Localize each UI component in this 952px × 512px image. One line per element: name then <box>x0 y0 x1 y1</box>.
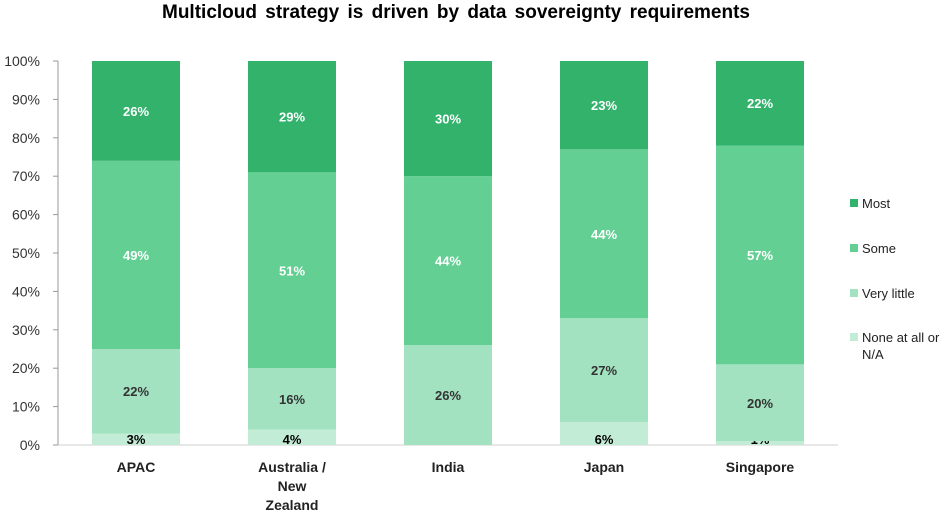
data-label: 16% <box>279 392 305 407</box>
legend-swatch <box>850 333 858 341</box>
data-label: 57% <box>747 248 773 263</box>
data-label: 23% <box>591 98 617 113</box>
y-tick-label: 40% <box>12 283 40 299</box>
bar-segment <box>404 61 492 177</box>
legend-label: Some <box>862 241 896 256</box>
category-label: Singapore <box>726 459 795 475</box>
data-label: 27% <box>591 363 617 378</box>
bar-segment <box>248 368 336 430</box>
bar-segment <box>404 176 492 346</box>
category-label: Japan <box>584 459 624 475</box>
data-label: 44% <box>591 227 617 242</box>
data-label: 3% <box>127 432 146 447</box>
bar-segment <box>716 61 804 146</box>
bar-segment <box>92 61 180 161</box>
y-tick-label: 100% <box>4 53 40 69</box>
y-tick-label: 80% <box>12 130 40 146</box>
chart-title: Multicloud strategy is driven by data so… <box>162 2 750 23</box>
data-label: 49% <box>123 248 149 263</box>
legend-swatch <box>850 199 858 207</box>
category-label: APAC <box>117 459 156 475</box>
bar-segment <box>248 61 336 173</box>
bar-segment <box>248 429 336 445</box>
legend-label: Most <box>862 196 891 211</box>
data-label: 26% <box>435 388 461 403</box>
legend-label: Very little <box>862 286 915 301</box>
data-label: 6% <box>595 432 614 447</box>
data-label: 20% <box>747 396 773 411</box>
bar-segment <box>404 345 492 445</box>
y-tick-label: 90% <box>12 91 40 107</box>
bar-segment <box>560 318 648 422</box>
legend-swatch <box>850 244 858 252</box>
y-tick-label: 30% <box>12 322 40 338</box>
bar-segment <box>560 149 648 319</box>
legend-swatch <box>850 289 858 297</box>
data-label: 4% <box>283 432 302 447</box>
category-label: India <box>432 459 465 475</box>
data-label: 44% <box>435 254 461 269</box>
bar-segment <box>716 441 804 445</box>
bar-segment <box>560 61 648 150</box>
bar-segment <box>560 421 648 445</box>
data-label: 51% <box>279 263 305 278</box>
bar-segment <box>248 172 336 369</box>
category-label: Australia / New Zealand <box>258 459 326 512</box>
y-tick-label: 50% <box>12 245 40 261</box>
y-tick-label: 60% <box>12 207 40 223</box>
y-tick-label: 0% <box>20 437 40 453</box>
data-label: 22% <box>747 96 773 111</box>
data-label: 30% <box>435 112 461 127</box>
y-tick-label: 70% <box>12 168 40 184</box>
bar-segment <box>92 349 180 434</box>
data-label: 29% <box>279 110 305 125</box>
legend-label: None at all or N/A <box>862 330 940 362</box>
y-tick-label: 10% <box>12 399 40 415</box>
bar-segment <box>92 433 180 445</box>
bar-segment <box>716 364 804 442</box>
bar-segment <box>716 145 804 365</box>
y-tick-label: 20% <box>12 360 40 376</box>
data-label: 22% <box>123 384 149 399</box>
bar-segment <box>92 160 180 349</box>
data-label: 26% <box>123 104 149 119</box>
